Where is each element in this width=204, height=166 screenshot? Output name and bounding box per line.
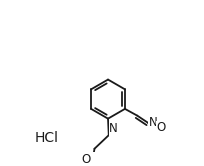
Text: N: N bbox=[149, 116, 158, 129]
Text: O: O bbox=[81, 153, 90, 166]
Text: HCl: HCl bbox=[34, 131, 58, 145]
Text: N: N bbox=[109, 122, 118, 135]
Text: O: O bbox=[157, 121, 166, 134]
